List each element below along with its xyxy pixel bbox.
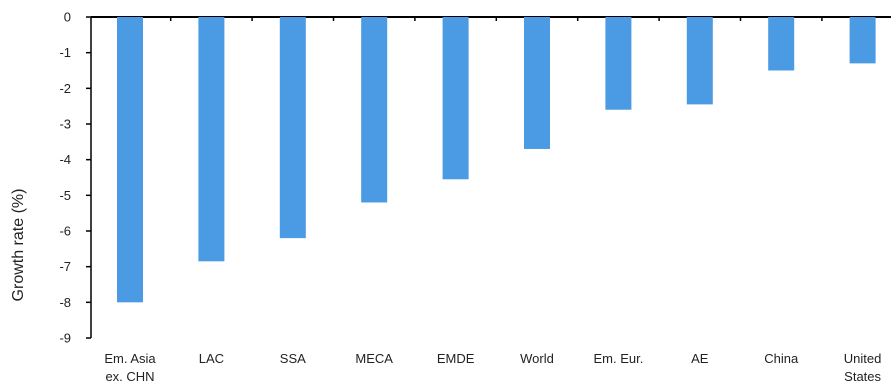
y-tick-label: -9 [59,331,71,346]
y-tick-label: -6 [59,224,71,239]
category-label: MECA [355,351,393,366]
category-label: AE [691,351,709,366]
bar [605,17,632,110]
category-label: World [520,351,554,366]
y-axis-title-group: Growth rate (%) [10,189,27,302]
bar [279,17,306,239]
bar [361,17,388,203]
category-label: States [844,369,881,384]
y-tick-label: -8 [59,295,71,310]
y-tick-label: -3 [59,117,71,132]
bars [117,17,876,303]
category-label: ex. CHN [105,369,154,384]
bar [524,17,550,149]
bar [768,17,795,71]
category-labels: Em. Asia ex. CHN LAC SSA MECA EMDE World Em. Eu… [104,351,881,384]
y-axis-title: Growth rate (%) [10,189,27,302]
category-label: China [764,351,799,366]
y-tick-label: -4 [59,152,71,167]
category-label: Em. Asia [104,351,156,366]
y-tick-label: -2 [59,81,71,96]
y-tick-label: -7 [59,259,71,274]
y-tick-label: 0 [64,10,71,25]
bar [442,17,469,180]
bar [849,17,876,64]
category-label: SSA [280,351,306,366]
category-label: EMDE [437,351,475,366]
bar [198,17,225,262]
bar [117,17,143,303]
category-label: LAC [199,351,224,366]
y-axis: 0 -1 -2 -3 -4 -5 -6 -7 -8 -9 [59,10,92,346]
y-tick-label: -1 [59,45,71,60]
category-label: United [844,351,882,366]
y-tick-label: -5 [59,188,71,203]
category-label: Em. Eur. [593,351,643,366]
bar [686,17,713,105]
